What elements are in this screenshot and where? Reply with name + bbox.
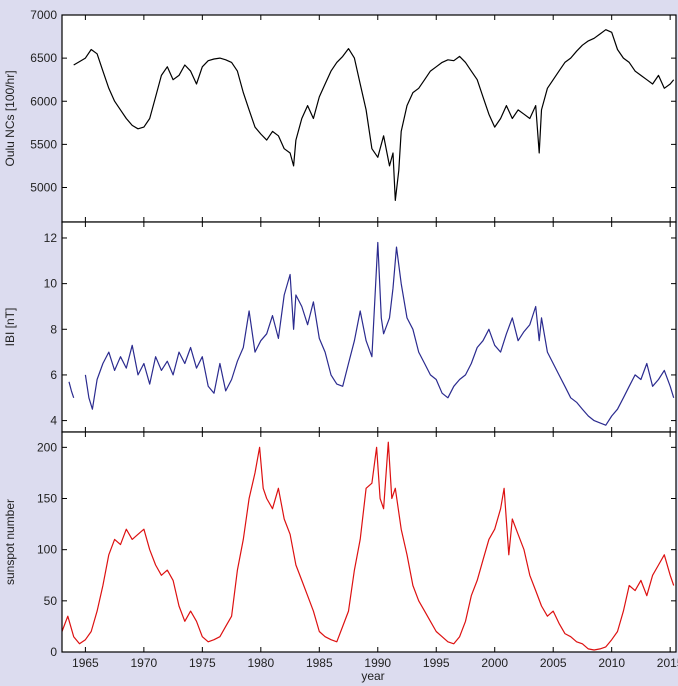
x-tick-label: 2015 xyxy=(657,656,678,670)
plot-frame xyxy=(61,431,677,653)
y-tick-label: 7000 xyxy=(30,8,57,22)
y-tick-label: 12 xyxy=(44,231,58,245)
y-tick-label: 5000 xyxy=(30,181,57,195)
x-tick-label: 1985 xyxy=(306,656,333,670)
y-tick-label: 8 xyxy=(50,322,57,336)
y-tick-label: 150 xyxy=(37,492,57,506)
y-tick-label: 5500 xyxy=(30,137,57,151)
x-tick-label: 1970 xyxy=(131,656,158,670)
y-tick-label: 0 xyxy=(50,645,57,659)
y-tick-label: 50 xyxy=(44,594,58,608)
y-tick-label: 4 xyxy=(50,414,57,428)
plot-area xyxy=(62,15,676,222)
panel-0: 5000 5500 6000 6500 7000 Oulu NCs [100/hr] xyxy=(3,8,677,223)
x-axis-label: year xyxy=(361,669,384,683)
x-tick-label: 1975 xyxy=(189,656,216,670)
series-line xyxy=(73,29,675,201)
series-line xyxy=(84,241,675,426)
y-axis-label: IBI [nT] xyxy=(3,308,17,347)
panel-2: 0 50 100 150 200 1965 1970 1975 1980 1985 1990 1995… xyxy=(3,431,678,670)
x-tick-label: 1965 xyxy=(72,656,99,670)
y-tick-label: 10 xyxy=(44,277,58,291)
y-axis-label: Oulu NCs [100/hr] xyxy=(3,70,17,166)
x-tick-label: 1990 xyxy=(364,656,391,670)
y-tick-label: 100 xyxy=(37,543,57,557)
series-line xyxy=(61,441,675,651)
x-tick-label: 1995 xyxy=(423,656,450,670)
x-tick-label: 2010 xyxy=(598,656,625,670)
plot-area xyxy=(62,222,676,432)
y-tick-label: 6500 xyxy=(30,51,57,65)
y-tick-label: 200 xyxy=(37,440,57,454)
x-tick-label: 1980 xyxy=(247,656,274,670)
panels: 5000 5500 6000 6500 7000 Oulu NCs [100/hr] 4 6 8… xyxy=(3,8,678,670)
plot-area xyxy=(62,432,676,652)
x-tick-label: 2000 xyxy=(481,656,508,670)
y-tick-label: 6000 xyxy=(30,94,57,108)
x-tick-label: 2005 xyxy=(540,656,567,670)
y-tick-label: 6 xyxy=(50,368,57,382)
panel-1: 4 6 8 10 12 IBI [nT] xyxy=(3,221,677,433)
series-line xyxy=(68,381,75,398)
y-axis-label: sunspot number xyxy=(3,499,17,585)
